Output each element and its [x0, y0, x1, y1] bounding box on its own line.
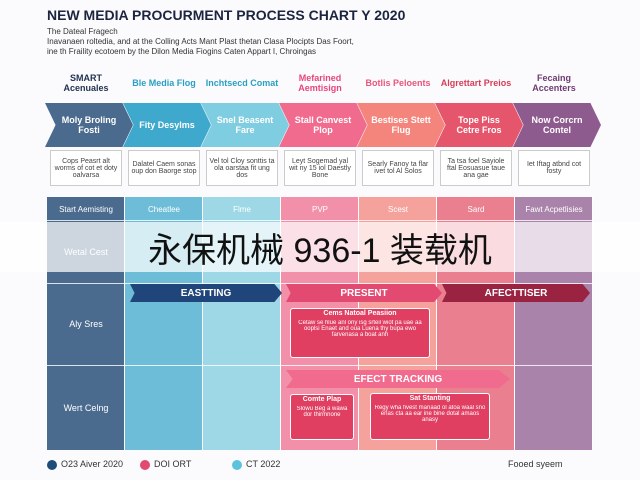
- step-chevron: Tope Piss Cetre Fros: [435, 103, 523, 147]
- watermark-band: [0, 222, 640, 272]
- step-desc: Ta tsa foel Sayiole ftal Eosuasue taue a…: [440, 150, 512, 186]
- box-title: Sat Stanting: [409, 395, 451, 402]
- row-cell: Flme: [233, 204, 251, 214]
- box-title: Cems Natoal Peasiion: [323, 310, 397, 317]
- box-body: Slowu Beg a wawa dor thirmnone: [296, 406, 348, 418]
- row-cell: Start Aemisting: [59, 204, 113, 214]
- step-desc: Leyt Sogemad yal wit ny 15 iol Daestly B…: [284, 150, 356, 186]
- row-divider: [47, 283, 593, 284]
- step-chevron: Stall Canvest Plop: [279, 103, 367, 147]
- band: PRESENT: [286, 284, 442, 302]
- row-cell: Sard: [467, 204, 485, 214]
- step-chevron: Fity Desylms: [123, 103, 211, 147]
- column-header: Inchtsecd Comat: [205, 78, 279, 88]
- column-header: Ble Media Flog: [132, 78, 196, 88]
- column-header: Botlis Peloents: [365, 78, 431, 88]
- box-title: Comte Plap: [302, 396, 342, 403]
- legend-dot: [47, 460, 57, 470]
- info-box: [290, 394, 354, 440]
- subtitle: Inavanaen roltedia, and at the Colling A…: [47, 37, 354, 46]
- column-header: SMART Acenuales: [63, 73, 109, 93]
- subtitle: The Dateal Fragech: [47, 27, 118, 36]
- row-label: Wert Celng: [63, 402, 109, 413]
- title: NEW MEDIA PROCURMENT PROCESS CHART Y 202…: [47, 7, 406, 23]
- column-header: Mefarined Aemtisign: [298, 73, 342, 93]
- row-label: Aly Sres: [69, 319, 103, 329]
- row-cell: Scest: [387, 204, 408, 214]
- legend-dot: [232, 460, 242, 470]
- band: EFECT TRACKING: [286, 370, 510, 388]
- watermark: 永保机械 936-1 装载机: [148, 231, 492, 270]
- step-desc: Vel tol Cloy sonttis ta ola oarstaa fit …: [206, 150, 278, 186]
- legend-label: O23 Aiver 2020: [61, 459, 124, 469]
- step-chevron: Bestises Stett Flug: [357, 103, 445, 147]
- step-desc: Dalatel Caem sonas oup don Baorge stop: [128, 150, 200, 186]
- row-divider: [47, 220, 593, 221]
- column-header: Fecaing Accenters: [532, 73, 576, 93]
- row-divider: [47, 365, 593, 366]
- legend-label: DOI ORT: [154, 459, 192, 469]
- subtitle: ine th Fraility ecotoem by the Dilon Med…: [47, 47, 317, 56]
- info-box: [370, 393, 490, 440]
- legend-dot: [140, 460, 150, 470]
- step-chevron: Snel Beasent Fare: [201, 103, 289, 147]
- row-cell: Fawt Acpetlisies: [525, 204, 583, 214]
- box-body: Regy wha fivest manaad ol atoa waal sno …: [374, 405, 486, 423]
- step-desc: Searly Fanoy ta flar ivet tol Al Solos: [362, 150, 434, 186]
- band: EASTTING: [130, 284, 282, 302]
- box-body: Cetaw se hlue anl ony isg srteil wiot pa…: [298, 320, 422, 338]
- step-desc: Cops Peasrt alt worms of cot et doty oal…: [50, 150, 122, 186]
- row-cell: PVP: [311, 204, 328, 214]
- info-box: [290, 308, 430, 358]
- step-chevron: Now Corcrn Contel: [513, 103, 601, 147]
- step-desc: Iet Iftag atbnd cot fosty: [518, 150, 590, 186]
- column-header: Algrettart Preios: [440, 78, 512, 88]
- footer: Fooed syeem: [508, 459, 563, 469]
- legend-label: CT 2022: [246, 459, 281, 469]
- row-cell: Cheatlee: [147, 204, 181, 214]
- band: AFECTTISER: [442, 284, 590, 302]
- step-chevron: Moly Broling Fosti: [45, 103, 133, 147]
